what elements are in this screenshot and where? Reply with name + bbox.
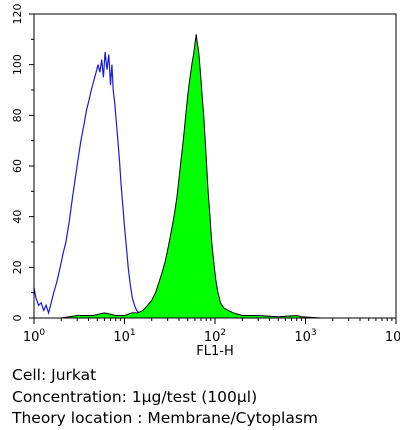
- y-tick-label: 20: [11, 260, 24, 274]
- y-tick-label: 60: [11, 159, 24, 173]
- caption-cell: Cell: Jurkat: [12, 366, 97, 384]
- axes: 0 20 40 60 80 100 120 100 101 102 103 104: [11, 4, 400, 346]
- x-axis-label: FL1-H: [196, 344, 233, 359]
- y-tick-label: 40: [11, 210, 24, 224]
- y-tick-label: 120: [11, 4, 24, 25]
- x-tick-label: 103: [294, 328, 316, 345]
- y-tick-label: 100: [11, 54, 24, 75]
- x-tick-label: 104: [385, 328, 400, 345]
- histogram-filled: [61, 34, 322, 319]
- y-tick-label: 80: [11, 108, 24, 122]
- caption-concentration: Concentration: 1μg/test (100μl): [12, 388, 258, 406]
- histogram-chart: 0 20 40 60 80 100 120 100 101 102 103 104 FL1-H: [11, 4, 400, 360]
- x-tick-label: 101: [113, 328, 135, 345]
- histogram-outline: [33, 51, 146, 319]
- x-tick-label: 102: [204, 328, 226, 345]
- y-tick-label: 0: [11, 315, 24, 322]
- caption-theory-location: Theory location : Membrane/Cytoplasm: [12, 409, 319, 427]
- x-tick-label: 100: [23, 328, 46, 345]
- plot-area: [33, 34, 322, 319]
